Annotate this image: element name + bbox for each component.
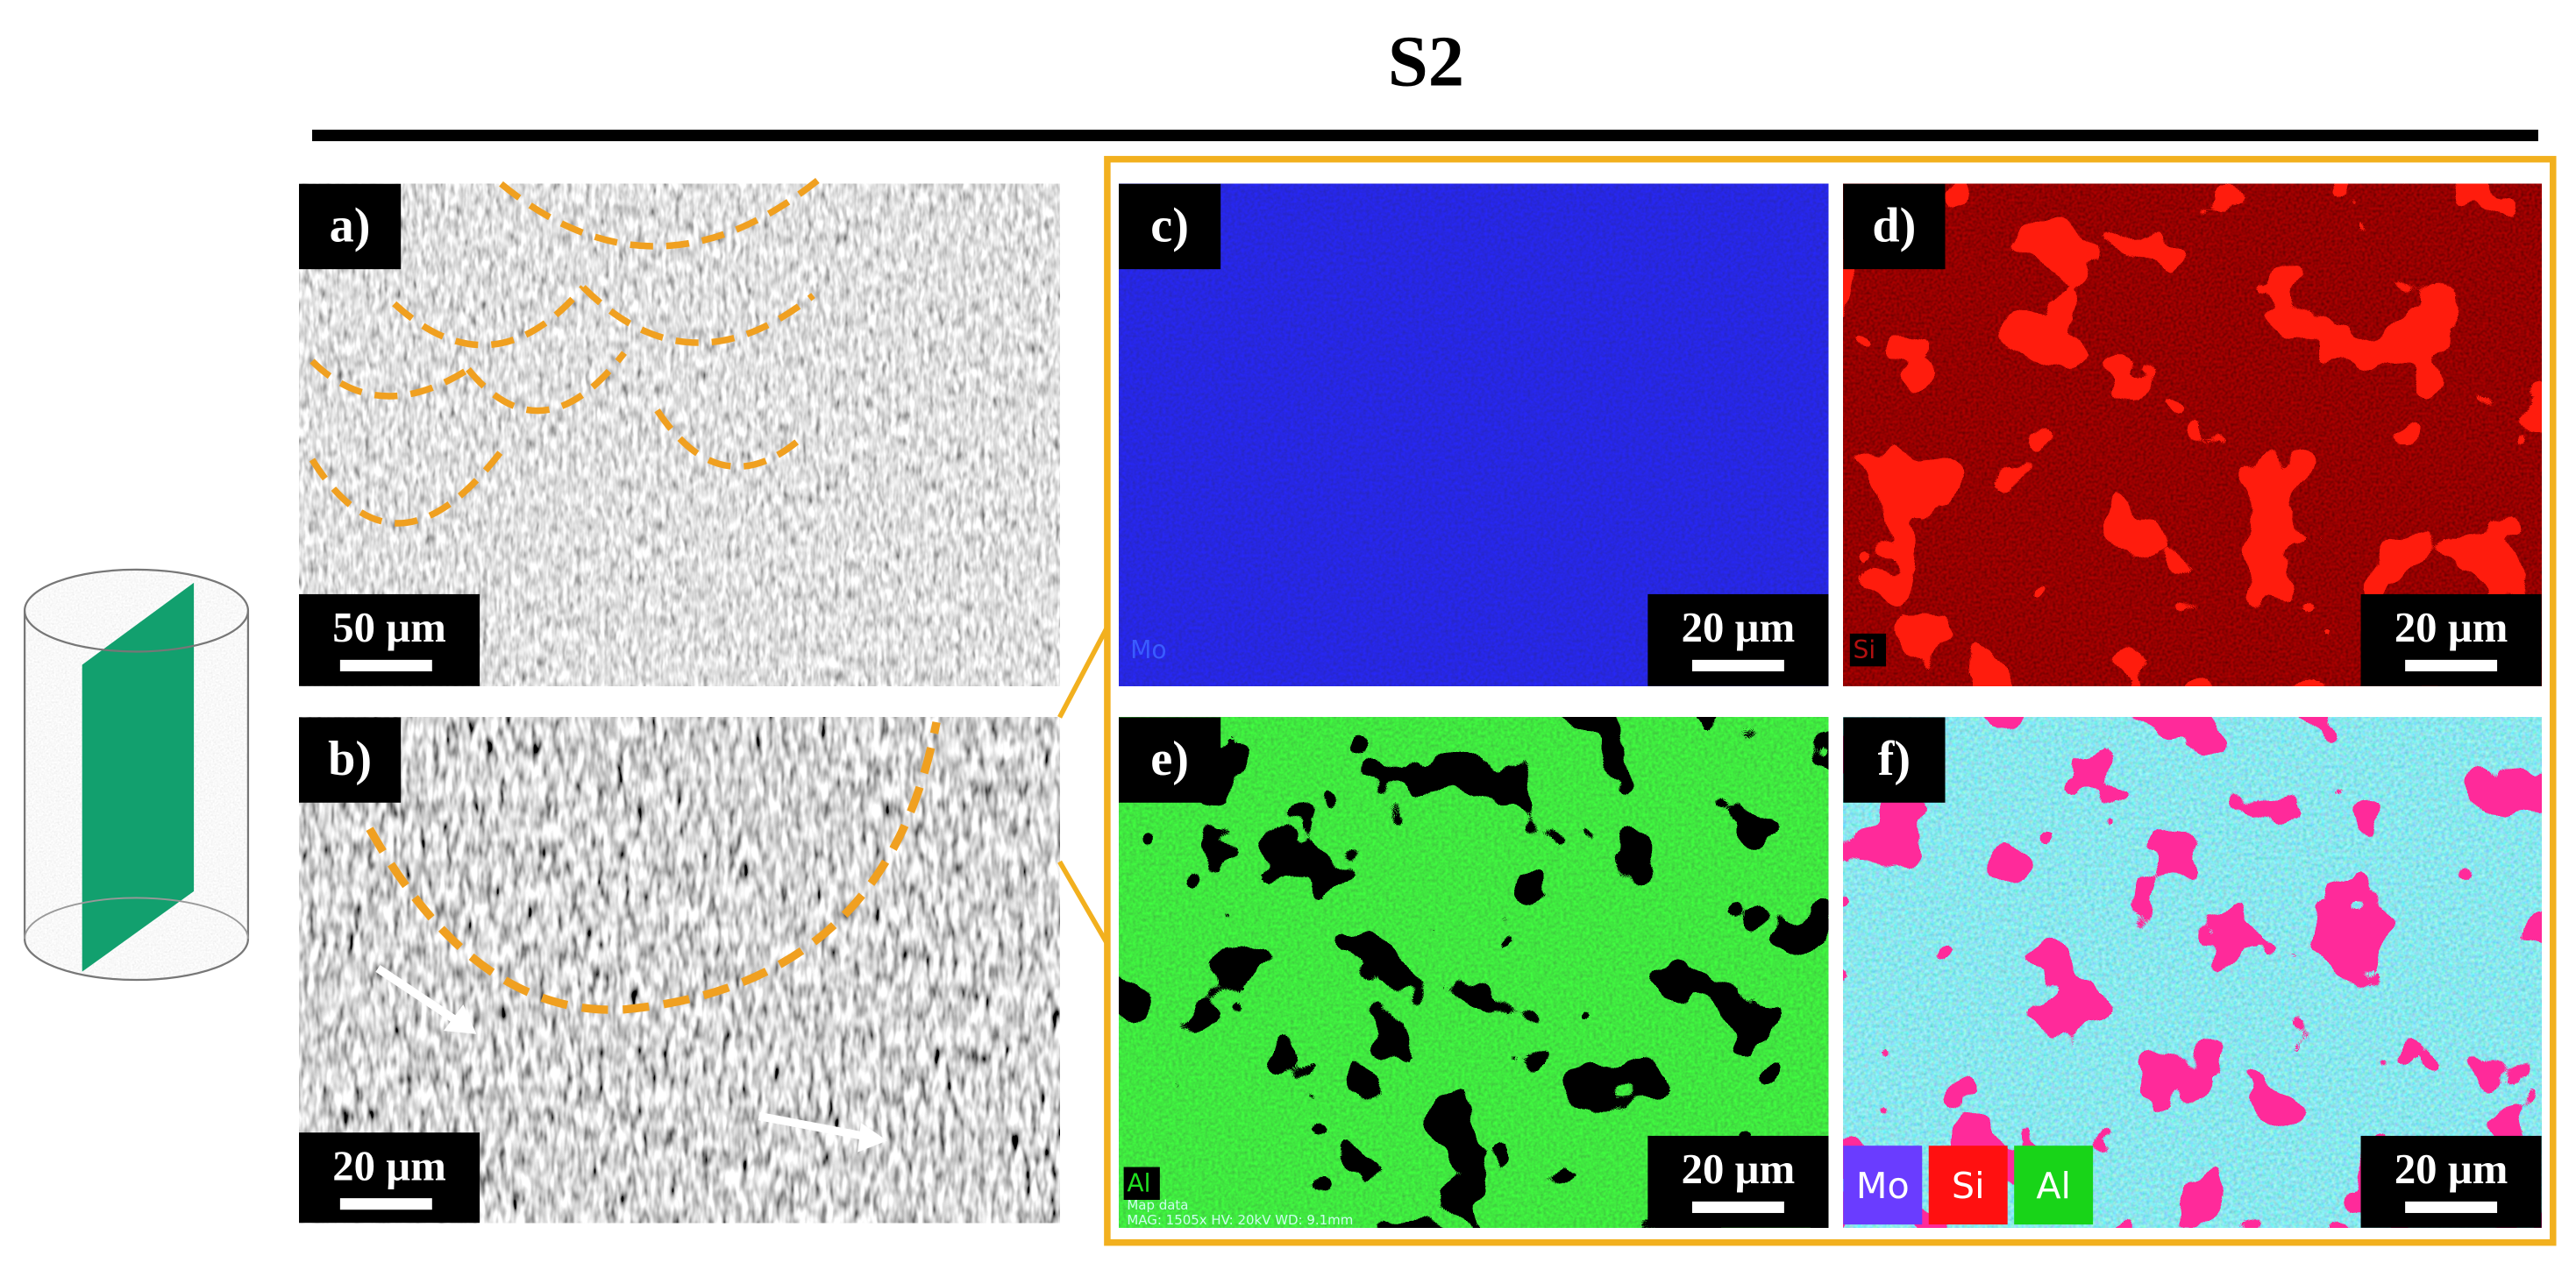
specimen-cylinder: [23, 568, 250, 982]
element-label-bg: [1123, 1167, 1160, 1200]
panel-label: a): [330, 198, 371, 252]
legend: Mo Si Al: [1843, 1146, 2094, 1225]
legend-entry: Si: [1952, 1165, 1985, 1207]
scale-bar-label: 20 µm: [2395, 604, 2508, 651]
map-info: MAG: 1505x HV: 20kV WD: 9.1mm: [1127, 1212, 1353, 1228]
scale-bar-label: 50 µm: [332, 604, 446, 651]
scale-bar-label: 20 µm: [2395, 1146, 2508, 1193]
connector: [1057, 626, 1110, 719]
panel-label: e): [1150, 732, 1189, 786]
eds-frame: [1104, 155, 2557, 1246]
legend-entry: Mo: [1856, 1165, 1910, 1207]
element-label: Mo: [1130, 635, 1166, 664]
element-label: Al: [1127, 1169, 1150, 1198]
figure-title: S2: [1388, 21, 1464, 101]
panel-label: b): [328, 732, 372, 786]
connector: [1057, 860, 1110, 946]
panel-label: c): [1150, 198, 1189, 252]
title-rule: [312, 129, 2538, 142]
panel-labels: a) b) c) d) e) f): [299, 183, 1946, 803]
scale-bar-label: 20 µm: [1682, 1146, 1796, 1193]
panel-label: d): [1872, 198, 1916, 252]
element-label: Si: [1854, 635, 1876, 664]
scale-bar-label: 20 µm: [1682, 604, 1796, 651]
map-info: Map data: [1127, 1197, 1188, 1213]
legend-entry: Al: [2036, 1165, 2071, 1207]
panel-label: f): [1878, 732, 1911, 786]
element-label-bg: [1849, 633, 1887, 667]
scale-bars: 50 µm 20 µm 20 µm 20 µm 20 µm 20 µm: [299, 593, 2542, 1228]
scale-bar-label: 20 µm: [332, 1143, 446, 1190]
